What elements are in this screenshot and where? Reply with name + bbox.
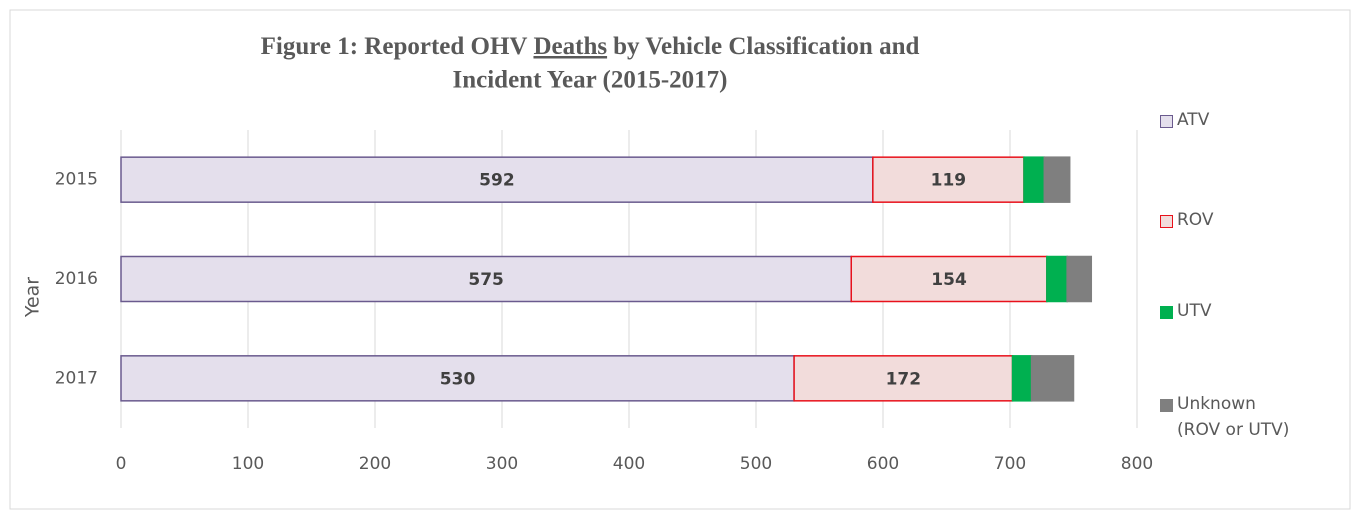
y-tick-label: 2015	[55, 170, 98, 190]
x-tick-label: 700	[994, 454, 1026, 474]
legend-item: ATV	[1160, 110, 1295, 133]
y-tick-label: 2017	[55, 368, 98, 388]
data-label: 154	[931, 270, 967, 290]
legend-swatch	[1160, 215, 1173, 228]
chart-frame	[9, 9, 1351, 510]
data-label: 530	[440, 369, 476, 389]
title-part: Deaths	[533, 33, 607, 60]
bar-segment	[850, 255, 1048, 303]
legend-item: UTV	[1160, 301, 1295, 324]
legend-label: ROV	[1177, 210, 1214, 230]
x-tick-label: 500	[740, 454, 772, 474]
y-tick-label: 2016	[55, 269, 98, 289]
bar-segment	[1030, 355, 1075, 402]
legend-item: Unknown (ROV or UTV)	[1160, 394, 1295, 443]
legend-label: ATV	[1177, 110, 1210, 130]
bar-segment	[120, 255, 852, 303]
x-tick-label: 800	[1121, 454, 1153, 474]
bar-segment	[120, 355, 795, 402]
x-tick-label: 400	[613, 454, 645, 474]
y-axis-label: Year	[22, 277, 44, 318]
x-tick-label: 200	[359, 454, 391, 474]
legend-swatch	[1160, 306, 1173, 319]
data-label: 575	[468, 270, 504, 290]
title-part: by Vehicle Classification and	[613, 33, 919, 60]
legend-label: UTV	[1177, 301, 1212, 321]
bar-segment	[793, 355, 1014, 402]
data-label: 592	[479, 171, 515, 191]
bar-segment	[1046, 255, 1068, 303]
x-tick-label: 0	[116, 454, 127, 474]
legend-label: Unknown (ROV or UTV)	[1177, 394, 1290, 440]
legend-swatch	[1160, 115, 1173, 128]
x-tick-label: 300	[486, 454, 518, 474]
bar-segment	[1023, 156, 1046, 203]
bar-segment	[1011, 355, 1033, 402]
bar-segment	[1066, 255, 1093, 303]
x-tick-label: 100	[232, 454, 264, 474]
bar-segment	[1043, 156, 1071, 203]
x-tick-label: 600	[867, 454, 899, 474]
chart-title: Figure 1: Reported OHV Deaths by Vehicle C…	[261, 33, 920, 60]
title-part: Figure 1: Reported OHV	[261, 33, 528, 60]
data-label: 119	[931, 171, 967, 191]
chart-title: Incident Year (2015-2017)	[453, 67, 728, 94]
legend-swatch	[1160, 399, 1173, 412]
legend-item: ROV	[1160, 210, 1295, 233]
data-label: 172	[886, 369, 922, 389]
